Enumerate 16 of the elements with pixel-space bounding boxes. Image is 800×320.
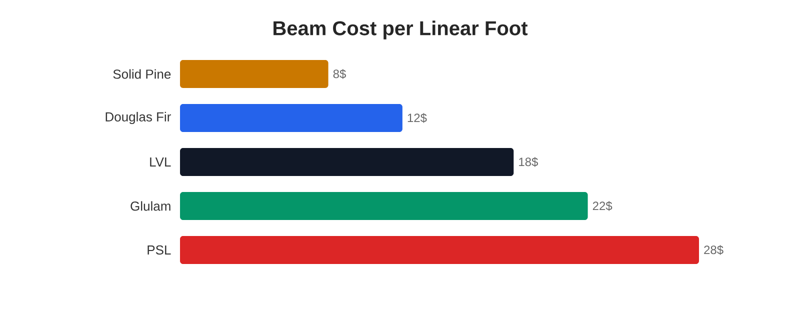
- bar: [180, 104, 402, 132]
- data-label: 12$: [408, 113, 427, 123]
- y-tick-label: Glulam: [130, 201, 170, 211]
- bar: [180, 60, 328, 88]
- data-label: 22$: [592, 201, 612, 211]
- bar: [180, 192, 588, 220]
- bar: [180, 148, 514, 176]
- y-tick-label: LVL: [150, 158, 171, 166]
- data-label: 18$: [519, 157, 538, 167]
- data-label: 28$: [704, 245, 724, 255]
- chart-title: Beam Cost per Linear Foot: [274, 20, 528, 40]
- y-tick-label: PSL: [148, 245, 171, 255]
- bar: [180, 236, 699, 264]
- y-tick-label: Douglas Fir: [106, 112, 171, 124]
- y-tick-label: Solid Pine: [113, 69, 171, 79]
- data-label: 8$: [333, 69, 346, 79]
